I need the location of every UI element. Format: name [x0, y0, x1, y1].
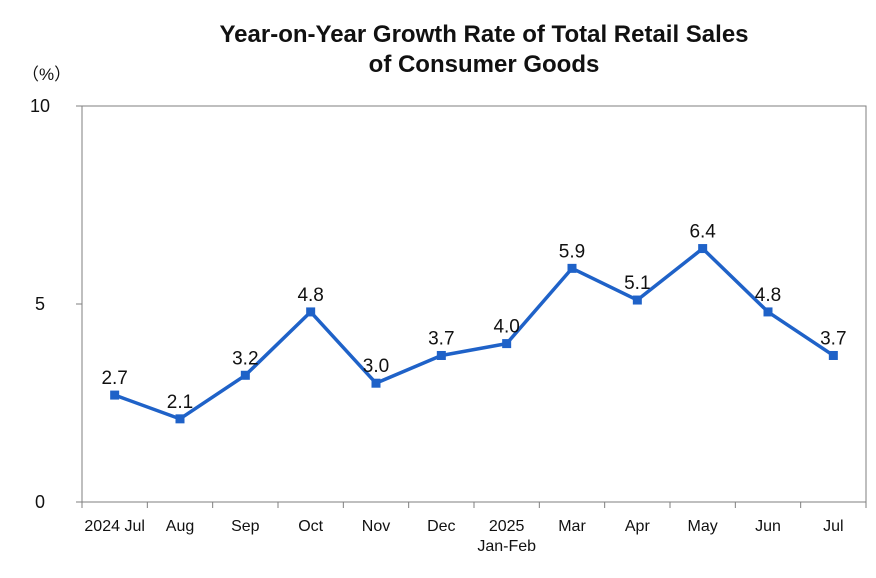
x-tick-label: Apr	[625, 518, 651, 535]
data-label: 3.7	[820, 328, 846, 349]
y-axis-unit-label: （%）	[22, 65, 72, 84]
data-point-marker	[436, 350, 446, 360]
data-label: 4.8	[755, 285, 781, 306]
x-tick-label: 2025	[489, 518, 525, 535]
data-point-marker	[371, 378, 381, 388]
x-tick-label: Dec	[427, 518, 455, 535]
data-point-marker	[306, 307, 316, 317]
data-label: 4.8	[297, 285, 323, 306]
data-point-marker	[502, 339, 512, 349]
x-tick-label: 2024 Jul	[84, 518, 145, 535]
x-tick-label: Mar	[558, 518, 586, 535]
data-point-marker	[110, 390, 120, 400]
data-label: 3.2	[232, 348, 258, 369]
data-label: 3.7	[428, 328, 454, 349]
y-tick-label: 5	[35, 294, 45, 314]
series-line	[114, 246, 835, 421]
y-tick-label: 10	[30, 96, 50, 116]
chart-title-line-2: of Consumer Goods	[368, 51, 600, 78]
data-label: 2.1	[167, 392, 193, 413]
x-tick-label: Nov	[362, 518, 390, 535]
x-tick-label: Jun	[755, 518, 781, 535]
x-tick-label: Sep	[231, 518, 260, 535]
data-point-marker	[175, 414, 185, 424]
data-label: 3.0	[363, 356, 389, 377]
x-tick-label: Oct	[298, 518, 323, 535]
data-point-marker	[240, 370, 250, 380]
x-tick-label: May	[688, 518, 718, 535]
y-tick-label: 0	[35, 492, 45, 512]
chart-title-line-1: Year-on-Year Growth Rate of Total Retail…	[219, 21, 749, 48]
data-label: 2.7	[101, 368, 127, 389]
data-label: 5.1	[624, 273, 650, 294]
data-point-marker	[567, 263, 577, 273]
x-tick-label: Aug	[166, 518, 194, 535]
x-tick-label-line-2: Jan-Feb	[477, 538, 536, 555]
data-label: 6.4	[689, 222, 716, 243]
data-label: 5.9	[559, 241, 585, 262]
data-label: 4.0	[493, 317, 519, 338]
data-point-marker	[828, 350, 838, 360]
plot-area-frame	[81, 105, 867, 503]
data-point-marker	[632, 295, 642, 305]
x-tick-label: Jul	[823, 518, 843, 535]
data-point-marker	[763, 307, 773, 317]
data-point-marker	[698, 244, 708, 254]
